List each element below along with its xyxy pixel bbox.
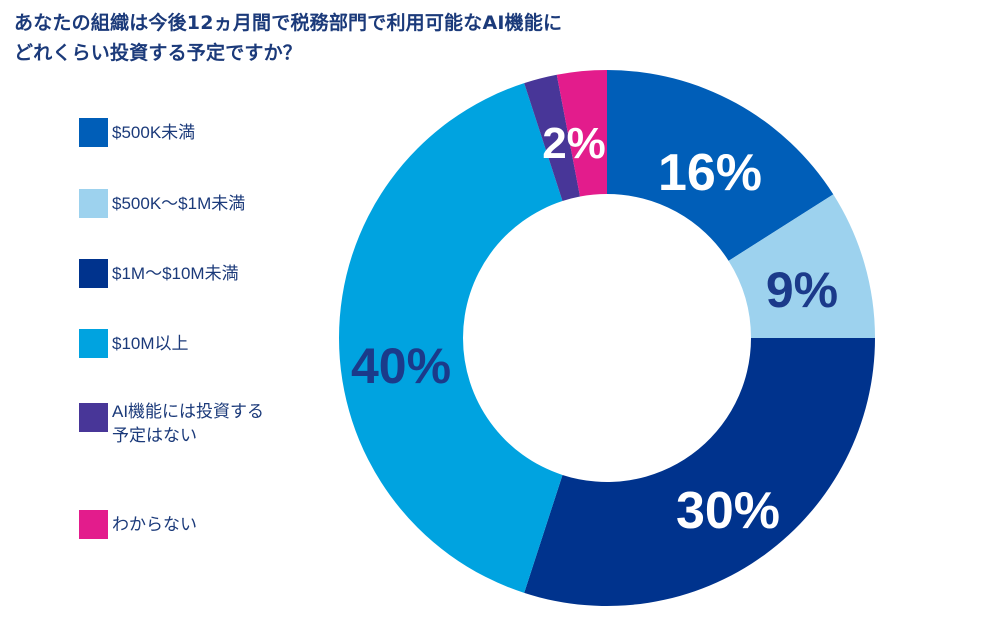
chart-title: あなたの組織は今後12ヵ月間で税務部門で利用可能なAI機能に どれくらい投資する… <box>14 8 562 68</box>
legend-label-line1: AI機能には投資する <box>112 402 265 421</box>
legend-swatch <box>79 259 108 288</box>
legend-item-10m-plus: $10M以上 <box>79 329 189 358</box>
donut-slice <box>728 194 875 338</box>
chart-title-line2: どれくらい投資する予定ですか？ <box>14 42 303 64</box>
donut-slice <box>607 70 834 261</box>
donut-slice <box>524 338 875 606</box>
legend-label: $10M以上 <box>112 334 189 353</box>
donut-slice <box>339 83 563 593</box>
legend-item-1m-10m: $1M〜$10M未満 <box>79 259 239 288</box>
legend-label-line2: 予定はない <box>112 426 197 445</box>
slice-label-1m-10m: 30% <box>676 482 780 540</box>
legend-label: $500K〜$1M未満 <box>112 194 246 213</box>
donut-slices <box>339 70 875 606</box>
slice-label-10m-plus: 40% <box>351 338 451 394</box>
chart-title-line1: あなたの組織は今後12ヵ月間で税務部門で利用可能なAI機能に <box>14 12 563 34</box>
legend-swatch <box>79 189 108 218</box>
slice-label-no-investment: 2% <box>542 119 606 168</box>
legend-item-unknown: わからない <box>79 510 197 539</box>
legend-label: $1M〜$10M未満 <box>112 264 239 283</box>
slice-label-under-500k: 16% <box>658 144 762 202</box>
legend-swatch <box>79 118 108 147</box>
legend-item-no-investment: AI機能には投資する 予定はない <box>79 400 264 448</box>
slice-label-500k-1m: 9% <box>766 262 838 318</box>
legend-swatch <box>79 403 108 432</box>
donut-slice <box>524 74 581 202</box>
legend-label: AI機能には投資する 予定はない <box>112 400 264 448</box>
legend-item-under-500k: $500K未満 <box>79 118 195 147</box>
legend-label: $500K未満 <box>112 123 196 142</box>
legend-label: わからない <box>112 515 197 534</box>
legend-swatch <box>79 329 108 358</box>
legend-swatch <box>79 510 108 539</box>
legend-item-500k-1m: $500K〜$1M未満 <box>79 189 245 218</box>
donut-slice <box>556 70 607 197</box>
